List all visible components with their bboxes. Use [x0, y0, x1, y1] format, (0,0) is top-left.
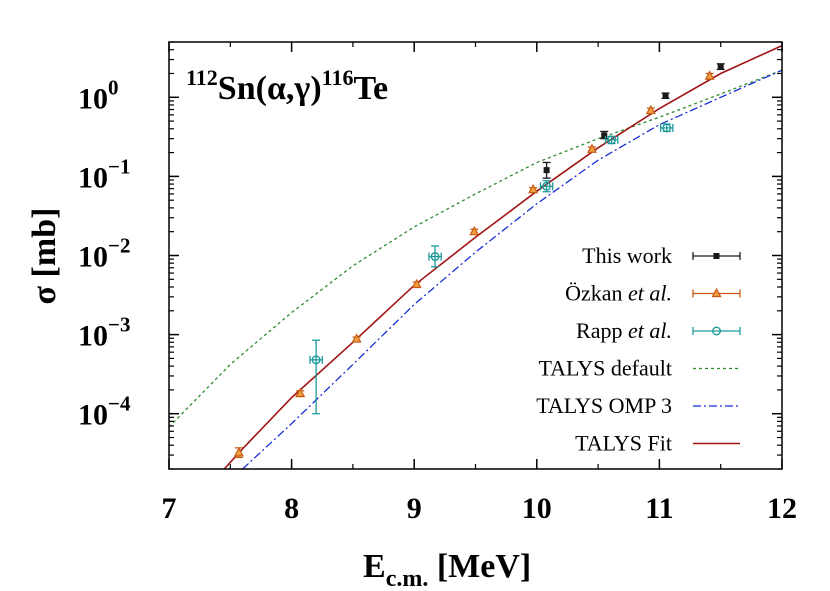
y-axis-title: σ [mb] [26, 208, 63, 305]
legend-label-this-work: This work [582, 243, 672, 268]
data-point--zkan [586, 143, 597, 153]
legend-label-talys-omp-3: TALYS OMP 3 [536, 393, 672, 418]
data-point-this-work [601, 132, 608, 139]
legend-label-talys-fit: TALYS Fit [575, 431, 672, 456]
y-tick-label: 10−3 [78, 313, 130, 353]
legend-label-rapp: Rapp et al. [576, 318, 672, 343]
data-point--zkan [528, 183, 539, 194]
data-point--zkan [645, 104, 656, 115]
legend-marker--zkan [711, 287, 722, 298]
series-line-talys-fit [223, 44, 782, 469]
x-tick-label: 8 [284, 492, 299, 525]
data-point--zkan [351, 333, 362, 343]
data-point--zkan [295, 387, 306, 398]
data-point--zkan [469, 225, 480, 236]
data-point--zkan [233, 447, 244, 457]
data-point-rapp [430, 252, 440, 262]
data-point-rapp [607, 135, 617, 145]
series-line-talys-omp-3 [242, 69, 782, 469]
data-point-rapp [542, 181, 552, 191]
x-tick-label: 7 [162, 492, 177, 525]
series-line-talys-default [169, 69, 782, 428]
x-tick-label: 12 [767, 492, 797, 525]
data-point-this-work [717, 63, 724, 70]
reaction-annotation: 112Sn(α,γ)116Te [186, 65, 388, 107]
data-point-rapp [662, 123, 672, 133]
x-tick-label: 11 [645, 492, 673, 525]
y-tick-label: 10−2 [78, 234, 130, 274]
data-point-rapp [311, 355, 321, 365]
legend-marker-rapp [712, 326, 722, 336]
y-tick-label: 10−4 [78, 392, 131, 432]
data-point--zkan [411, 278, 422, 289]
x-axis-title: Ec.m. [MeV] [363, 548, 531, 591]
legend-label--zkan: Özkan et al. [565, 281, 672, 306]
legend-label-talys-default: TALYS default [538, 356, 672, 381]
x-tick-label: 10 [522, 492, 552, 525]
legend-marker-this-work [713, 253, 720, 259]
y-tick-label: 10−1 [78, 154, 130, 194]
data-point-this-work [543, 167, 550, 174]
data-point-this-work [662, 92, 669, 99]
data-point--zkan [704, 70, 715, 80]
x-tick-label: 9 [407, 492, 422, 525]
legend: This work Özkan et al. Rapp et al. TALYS de… [536, 243, 741, 456]
y-tick-label: 100 [78, 75, 119, 115]
